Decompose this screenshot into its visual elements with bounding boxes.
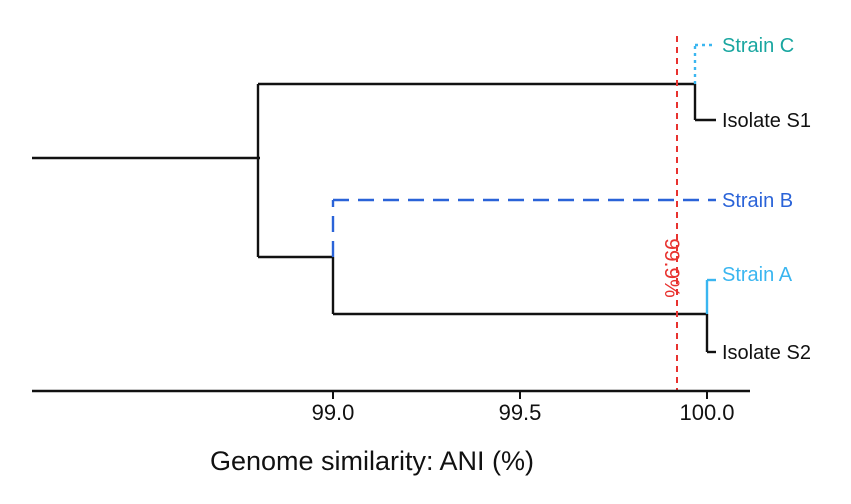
threshold-label: 99.9% xyxy=(660,238,683,298)
leaf-label-strain-b: Strain B xyxy=(722,190,793,212)
leaf-label-strain-a: Strain A xyxy=(722,264,793,286)
x-axis-ticks: 99.0 99.5 100.0 xyxy=(312,391,735,425)
x-tick-label-0: 99.0 xyxy=(312,400,355,425)
leaf-label-strain-c: Strain C xyxy=(722,35,794,57)
x-axis-title: Genome similarity: ANI (%) xyxy=(210,446,534,476)
x-tick-label-1: 99.5 xyxy=(499,400,542,425)
x-axis: 99.0 99.5 100.0 Genome similarity: ANI (%) xyxy=(32,389,750,476)
leaf-label-isolate-s1: Isolate S1 xyxy=(722,110,811,132)
leaf-labels: Strain C Isolate S1 Strain B Strain A Isolat… xyxy=(722,35,811,364)
threshold-group: 99.9% xyxy=(660,36,683,392)
leaf-label-isolate-s2: Isolate S2 xyxy=(722,342,811,364)
x-tick-label-2: 100.0 xyxy=(679,400,734,425)
tree-branches xyxy=(32,43,716,354)
